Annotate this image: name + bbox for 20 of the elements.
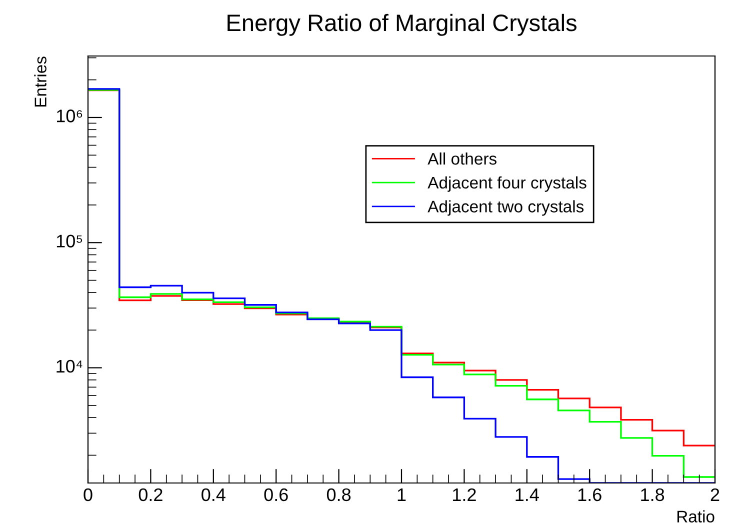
x-tick-label: 2	[710, 488, 720, 501]
x-tick-label: 1.6	[578, 488, 602, 502]
x-tick-label: 0.6	[264, 488, 288, 502]
y-tick-label: 10⁶	[57, 110, 82, 122]
legend-label: All others	[428, 152, 496, 165]
x-tick-label: 0.8	[326, 488, 351, 502]
x-tick-label: 1.4	[516, 488, 539, 501]
legend-label: Adjacent two crystals	[428, 200, 584, 216]
x-tick-label: 1	[398, 488, 406, 501]
chart-title: Energy Ratio of Marginal Crystals	[228, 14, 576, 36]
legend-label: Adjacent four crystals	[428, 176, 586, 192]
x-tick-label: 1.2	[453, 488, 476, 501]
x-tick-label: 0.2	[138, 488, 162, 502]
y-axis-title: Entries	[34, 56, 46, 107]
x-axis-title: Ratio	[677, 510, 714, 522]
x-tick-label: 0.4	[202, 488, 226, 502]
y-tick-label: 10⁴	[56, 360, 82, 373]
x-tick-label: 1.8	[641, 488, 664, 502]
y-tick-label: 10⁵	[56, 234, 82, 248]
x-tick-label: 0	[84, 488, 92, 502]
